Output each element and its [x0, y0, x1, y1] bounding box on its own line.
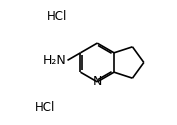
Text: HCl: HCl	[35, 101, 55, 114]
Text: HCl: HCl	[47, 10, 68, 23]
Text: N: N	[93, 75, 102, 88]
Text: H₂N: H₂N	[42, 54, 66, 67]
